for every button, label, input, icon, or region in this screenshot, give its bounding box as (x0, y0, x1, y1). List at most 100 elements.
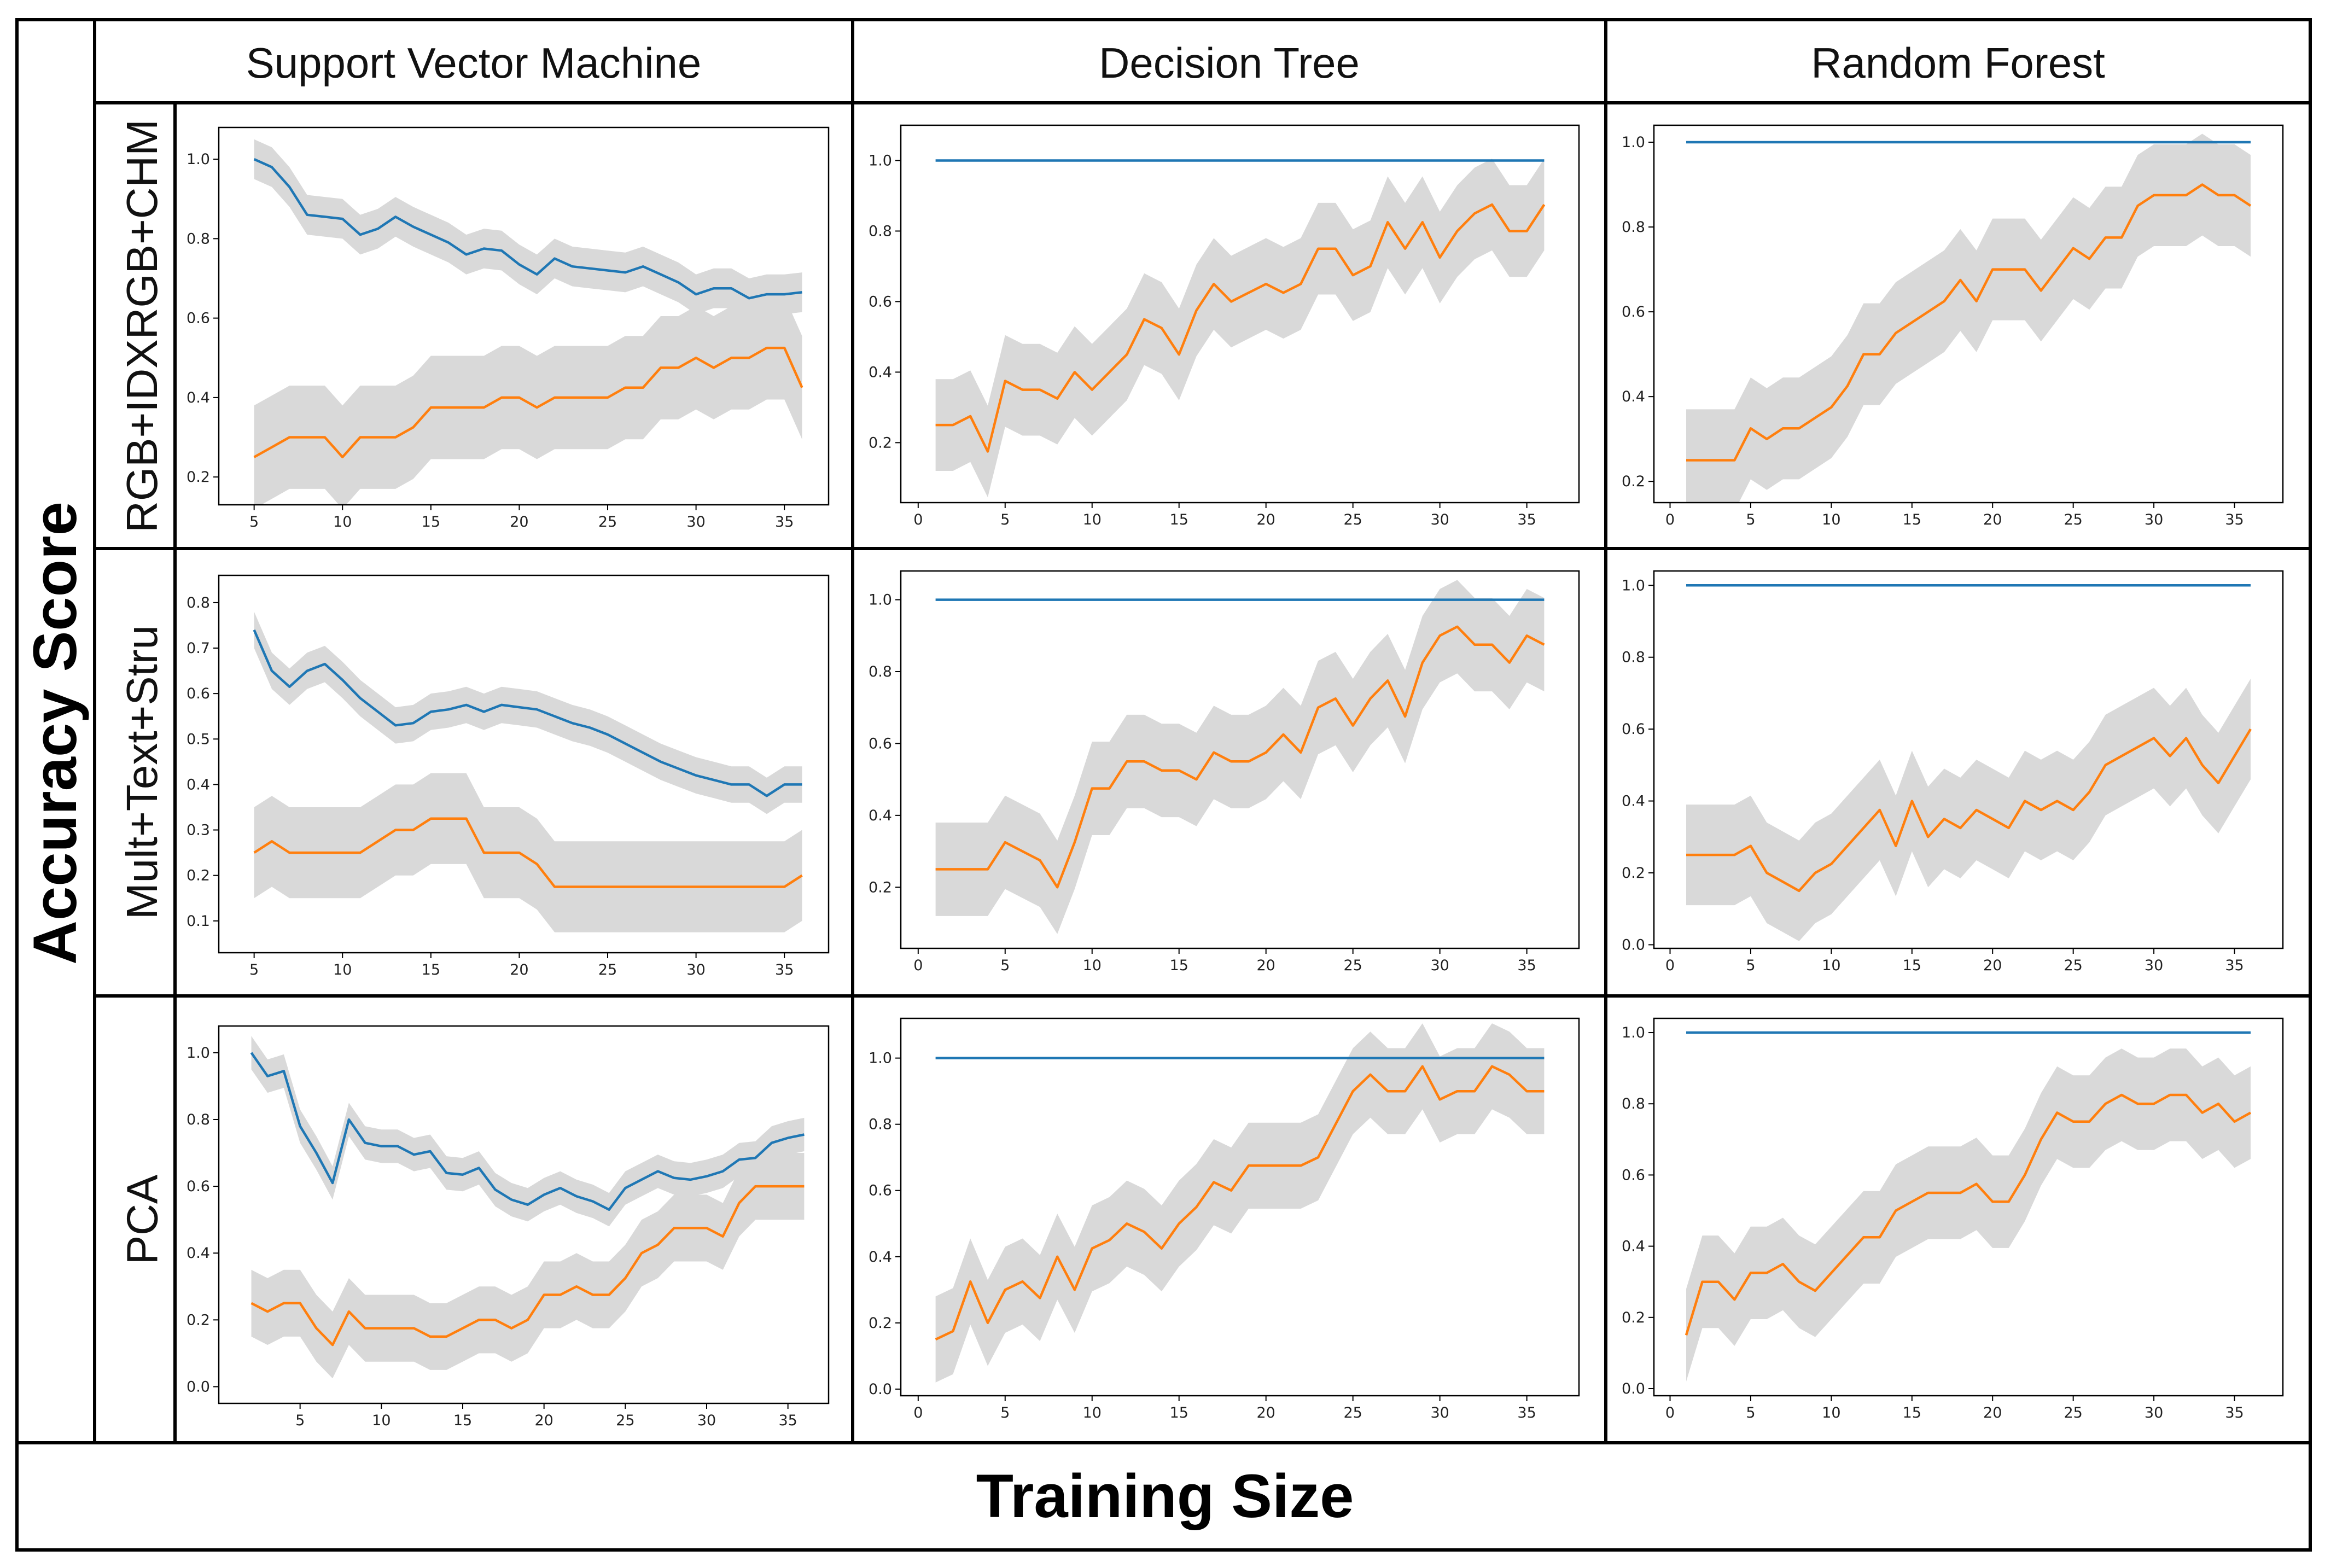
x-tick-label: 20 (1257, 511, 1275, 528)
row-title-mult: Mult+Text+Stru (118, 625, 167, 920)
x-tick-label: 35 (1517, 511, 1536, 528)
test-std-band (251, 1153, 805, 1379)
x-tick-label: 15 (453, 1412, 472, 1429)
chart-rf-pca: 0 5 10 15 20 25 30 35 0.0 0.2 0.4 0.6 0.8 1.0 (1622, 1017, 2284, 1421)
x-tick-label: 10 (1083, 1404, 1102, 1421)
chart-dt-mult: 0 5 10 15 20 25 30 35 0.2 0.4 0.6 0.8 1.0 (869, 570, 1580, 974)
x-tick-label: 0 (913, 511, 923, 528)
y-tick-label: 0.2 (1622, 865, 1645, 882)
divider-column-1 (851, 18, 854, 1444)
y-tick-label: 0.0 (1622, 936, 1645, 953)
x-tick-label: 30 (686, 961, 705, 978)
border-top (15, 18, 2312, 21)
y-tick-label: 0.6 (187, 310, 210, 327)
column-title-svm: Support Vector Machine (246, 38, 702, 87)
axes-frame (900, 124, 1580, 504)
test-std-band (935, 1023, 1545, 1383)
x-tick-label: 10 (333, 514, 352, 531)
y-tick-label: 0.6 (1622, 721, 1645, 738)
y-tick-label: 1.0 (869, 152, 892, 169)
divider-row-1 (94, 547, 2312, 550)
test-score-line (253, 346, 803, 459)
x-tick-label: 10 (333, 961, 352, 978)
y-tick-label: 0.8 (187, 1111, 210, 1128)
x-tick-label: 25 (616, 1412, 634, 1429)
train-score-line (250, 1052, 805, 1211)
axes-frame (218, 574, 830, 954)
y-tick-label: 0.2 (1622, 1309, 1645, 1326)
axes-frame (218, 126, 830, 506)
x-tick-label: 5 (1746, 1404, 1755, 1421)
y-tick-label: 0.8 (187, 594, 210, 611)
y-tick-label: 0.1 (187, 913, 210, 930)
test-score-line (935, 625, 1545, 889)
x-tick-label: 0 (1665, 511, 1675, 528)
y-tick-label: 0.6 (869, 1182, 892, 1199)
axes-frame (1653, 570, 2284, 949)
x-tick-label: 25 (2064, 1404, 2082, 1421)
axes-frame (218, 1025, 830, 1404)
x-tick-label: 30 (686, 514, 705, 531)
x-tick-label: 30 (2145, 511, 2163, 528)
divider-row-titles (173, 101, 177, 1444)
x-tick-label: 35 (2225, 511, 2244, 528)
test-std-band (254, 296, 802, 505)
x-tick-label: 5 (1000, 957, 1010, 974)
y-tick-label: 0.2 (869, 1315, 892, 1332)
x-tick-label: 20 (1257, 1404, 1275, 1421)
y-tick-label: 0.4 (869, 364, 892, 381)
x-tick-label: 25 (2064, 957, 2082, 974)
y-tick-label: 1.0 (187, 151, 210, 168)
y-tick-label: 0.4 (869, 807, 892, 824)
y-tick-label: 0.6 (1622, 304, 1645, 320)
divider-row-2 (94, 994, 2312, 998)
y-tick-label: 0.6 (187, 685, 210, 702)
train-score-line (253, 629, 802, 797)
x-tick-label: 10 (372, 1412, 391, 1429)
train-std-band (254, 139, 802, 318)
x-tick-label: 0 (1665, 957, 1675, 974)
chart-dt-pca: 0 5 10 15 20 25 30 35 0.0 0.2 0.4 0.6 0.8 1.0 (869, 1017, 1580, 1421)
test-std-band (1686, 133, 2251, 503)
divider-column-2 (1604, 18, 1607, 1444)
x-tick-label: 0 (1665, 1404, 1675, 1421)
y-tick-label: 0.8 (1622, 219, 1645, 236)
row-title-pca: PCA (118, 1174, 166, 1264)
y-tick-label: 0.0 (187, 1378, 210, 1395)
x-tick-label: 15 (422, 961, 440, 978)
y-tick-label: 0.2 (869, 879, 892, 896)
border-left (15, 18, 19, 1552)
y-tick-label: 0.2 (187, 1311, 210, 1328)
x-tick-label: 35 (775, 961, 794, 978)
x-tick-label: 25 (1343, 1404, 1362, 1421)
y-tick-label: 1.0 (869, 1050, 892, 1067)
y-tick-label: 0.4 (187, 1245, 210, 1262)
y-tick-label: 0.3 (187, 822, 210, 839)
y-tick-label: 0.8 (869, 1116, 892, 1133)
test-score-line (935, 1065, 1545, 1341)
x-tick-label: 15 (1903, 957, 1921, 974)
y-tick-label: 0.0 (1622, 1380, 1645, 1397)
y-tick-label: 0.8 (1622, 649, 1645, 666)
x-tick-label: 15 (1903, 511, 1921, 528)
chart-svm-pca: 5 10 15 20 25 30 35 0.0 0.2 0.4 0.6 0.8 1.0 (187, 1025, 830, 1429)
x-tick-label: 5 (1746, 511, 1755, 528)
x-tick-label: 35 (1517, 1404, 1536, 1421)
chart-svm-rgb: 5 10 15 20 25 30 35 0.2 0.4 0.6 0.8 1.0 (187, 126, 830, 531)
y-tick-label: 0.7 (187, 640, 210, 657)
x-tick-label: 20 (1983, 957, 2002, 974)
y-tick-label: 0.4 (187, 776, 210, 793)
y-tick-label: 0.4 (187, 389, 210, 406)
x-tick-label: 0 (913, 1404, 923, 1421)
y-tick-label: 0.6 (187, 1178, 210, 1195)
test-std-band (935, 580, 1545, 934)
x-tick-label: 35 (1517, 957, 1536, 974)
border-bottom (15, 1548, 2312, 1552)
x-tick-label: 20 (510, 514, 528, 531)
test-score-line (1686, 728, 2252, 893)
chart-rf-rgb: 0 5 10 15 20 25 30 35 0.2 0.4 0.6 0.8 1.0 (1622, 124, 2284, 528)
x-tick-label: 30 (2145, 1404, 2163, 1421)
column-title-random-forest: Random Forest (1811, 38, 2105, 87)
x-tick-label: 5 (295, 1412, 305, 1429)
y-tick-label: 0.0 (869, 1381, 892, 1398)
